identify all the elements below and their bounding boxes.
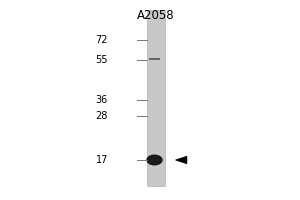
Text: A2058: A2058: [137, 9, 175, 22]
Polygon shape: [176, 156, 187, 164]
Text: 17: 17: [96, 155, 108, 165]
Text: 55: 55: [95, 55, 108, 65]
Ellipse shape: [146, 154, 163, 166]
Bar: [149, 58, 160, 60]
Bar: [147, 10, 165, 186]
Text: 72: 72: [95, 35, 108, 45]
Text: 28: 28: [96, 111, 108, 121]
Text: 36: 36: [96, 95, 108, 105]
